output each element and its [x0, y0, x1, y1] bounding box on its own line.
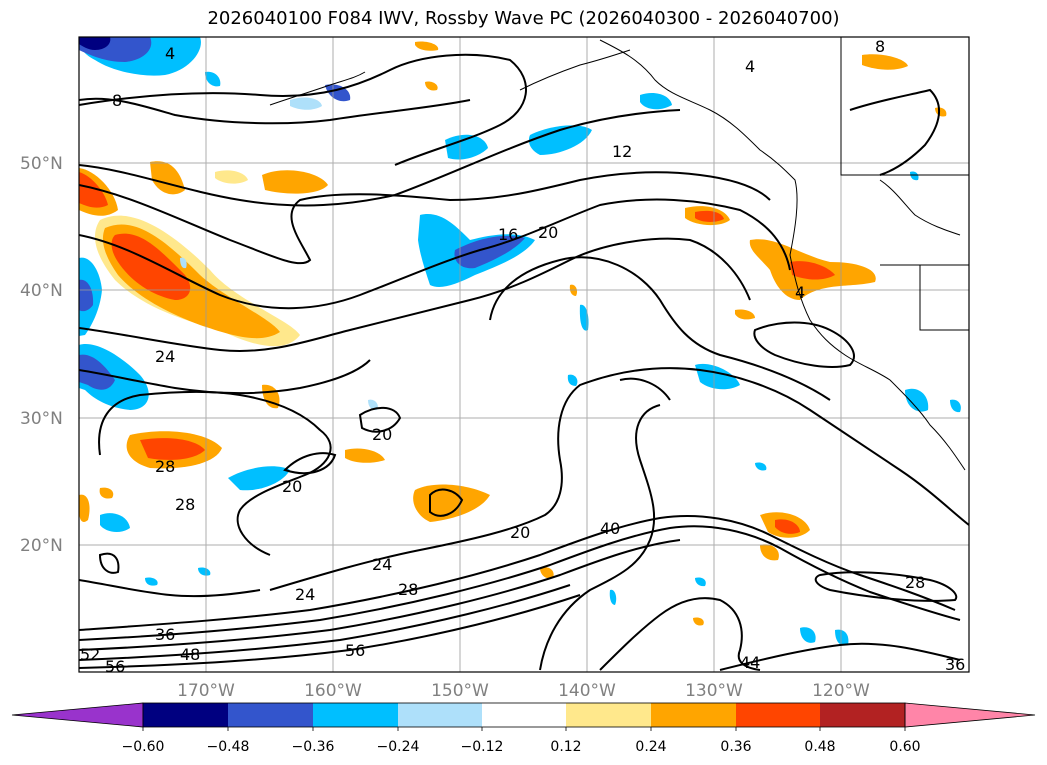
map-border	[78, 36, 970, 673]
colorbar-extend-max	[904, 702, 1036, 728]
contour-label: 4	[795, 283, 805, 302]
colorbar-bin	[228, 703, 313, 727]
colorbar-bin	[482, 703, 566, 727]
chart-title: 2026040100 F084 IWV, Rossby Wave PC (202…	[207, 8, 840, 29]
contour-label: 40	[600, 519, 620, 538]
colorbar-tick-label: 0.48	[804, 739, 835, 755]
contour-label: 44	[740, 653, 760, 672]
colorbar-tick-label: −0.60	[122, 739, 165, 755]
lat-label-20n: 20°N	[20, 536, 63, 556]
coastlines	[269, 37, 969, 471]
colorbar-tick-label: 0.24	[635, 739, 666, 755]
contour-label: 28	[905, 573, 925, 592]
contour-label: 28	[175, 495, 195, 514]
contour-lines	[79, 53, 969, 671]
contour-label: 8	[112, 91, 122, 110]
colorbar-frame	[142, 702, 906, 728]
contour-label: 24	[372, 555, 392, 574]
contour-label: 20	[282, 477, 302, 496]
graticule	[79, 37, 969, 672]
contour-label: 28	[155, 457, 175, 476]
colorbar-tick-label: −0.24	[377, 739, 420, 755]
colorbar-tick-label: −0.48	[207, 739, 250, 755]
colorbar-tick-label: 0.36	[720, 739, 751, 755]
contour-label: 28	[398, 580, 418, 599]
contour-label: 16	[498, 225, 518, 244]
colorbar: −0.60 −0.48 −0.36 −0.24 −0.12 0.12 0.24 …	[11, 702, 1036, 755]
contour-label: 20	[372, 425, 392, 444]
colorbar-tick-label: 0.60	[889, 739, 920, 755]
lat-label-40n: 40°N	[20, 281, 63, 301]
negative-anomaly-fills	[79, 37, 961, 646]
contour-label: 20	[538, 223, 558, 242]
colorbar-bin	[313, 703, 398, 727]
colorbar-tick-label: −0.36	[292, 739, 335, 755]
contour-label: 24	[295, 585, 315, 604]
latitude-labels: 50°N 40°N 30°N 20°N	[20, 154, 63, 556]
colorbar-bin	[820, 703, 905, 727]
lon-label-160w: 160°W	[304, 681, 362, 701]
lon-label-150w: 150°W	[431, 681, 489, 701]
contour-label: 8	[875, 37, 885, 56]
colorbar-bin	[566, 703, 651, 727]
contour-label: 52	[80, 645, 100, 664]
contour-label: 24	[155, 347, 175, 366]
lon-label-170w: 170°W	[177, 681, 235, 701]
contour-label: 20	[510, 523, 530, 542]
colorbar-bin	[651, 703, 736, 727]
longitude-labels: 170°W 160°W 150°W 140°W 130°W 120°W	[177, 681, 870, 701]
contour-label: 4	[165, 44, 175, 63]
lon-label-130w: 130°W	[685, 681, 743, 701]
contour-label: 4	[745, 57, 755, 76]
contour-label: 36	[155, 625, 175, 644]
colorbar-bin	[736, 703, 820, 727]
colorbar-extend-min	[11, 702, 144, 728]
contour-label: 48	[180, 645, 200, 664]
contour-label-group: 4 8 12 16 20 24 20 20 24 28 28 28 24 36 …	[80, 37, 965, 676]
contour-label: 12	[612, 142, 632, 161]
colorbar-tick-label: 0.12	[550, 739, 581, 755]
contour-label: 56	[105, 657, 125, 676]
lat-label-50n: 50°N	[20, 154, 63, 174]
colorbar-bin	[398, 703, 482, 727]
colorbar-ticks	[142, 727, 906, 731]
lon-label-140w: 140°W	[558, 681, 616, 701]
lon-label-120w: 120°W	[812, 681, 870, 701]
contour-label: 56	[345, 641, 365, 660]
colorbar-tick-label: −0.12	[461, 739, 504, 755]
contour-label: 36	[945, 655, 965, 674]
colorbar-bin	[143, 703, 228, 727]
lat-label-30n: 30°N	[20, 409, 63, 429]
